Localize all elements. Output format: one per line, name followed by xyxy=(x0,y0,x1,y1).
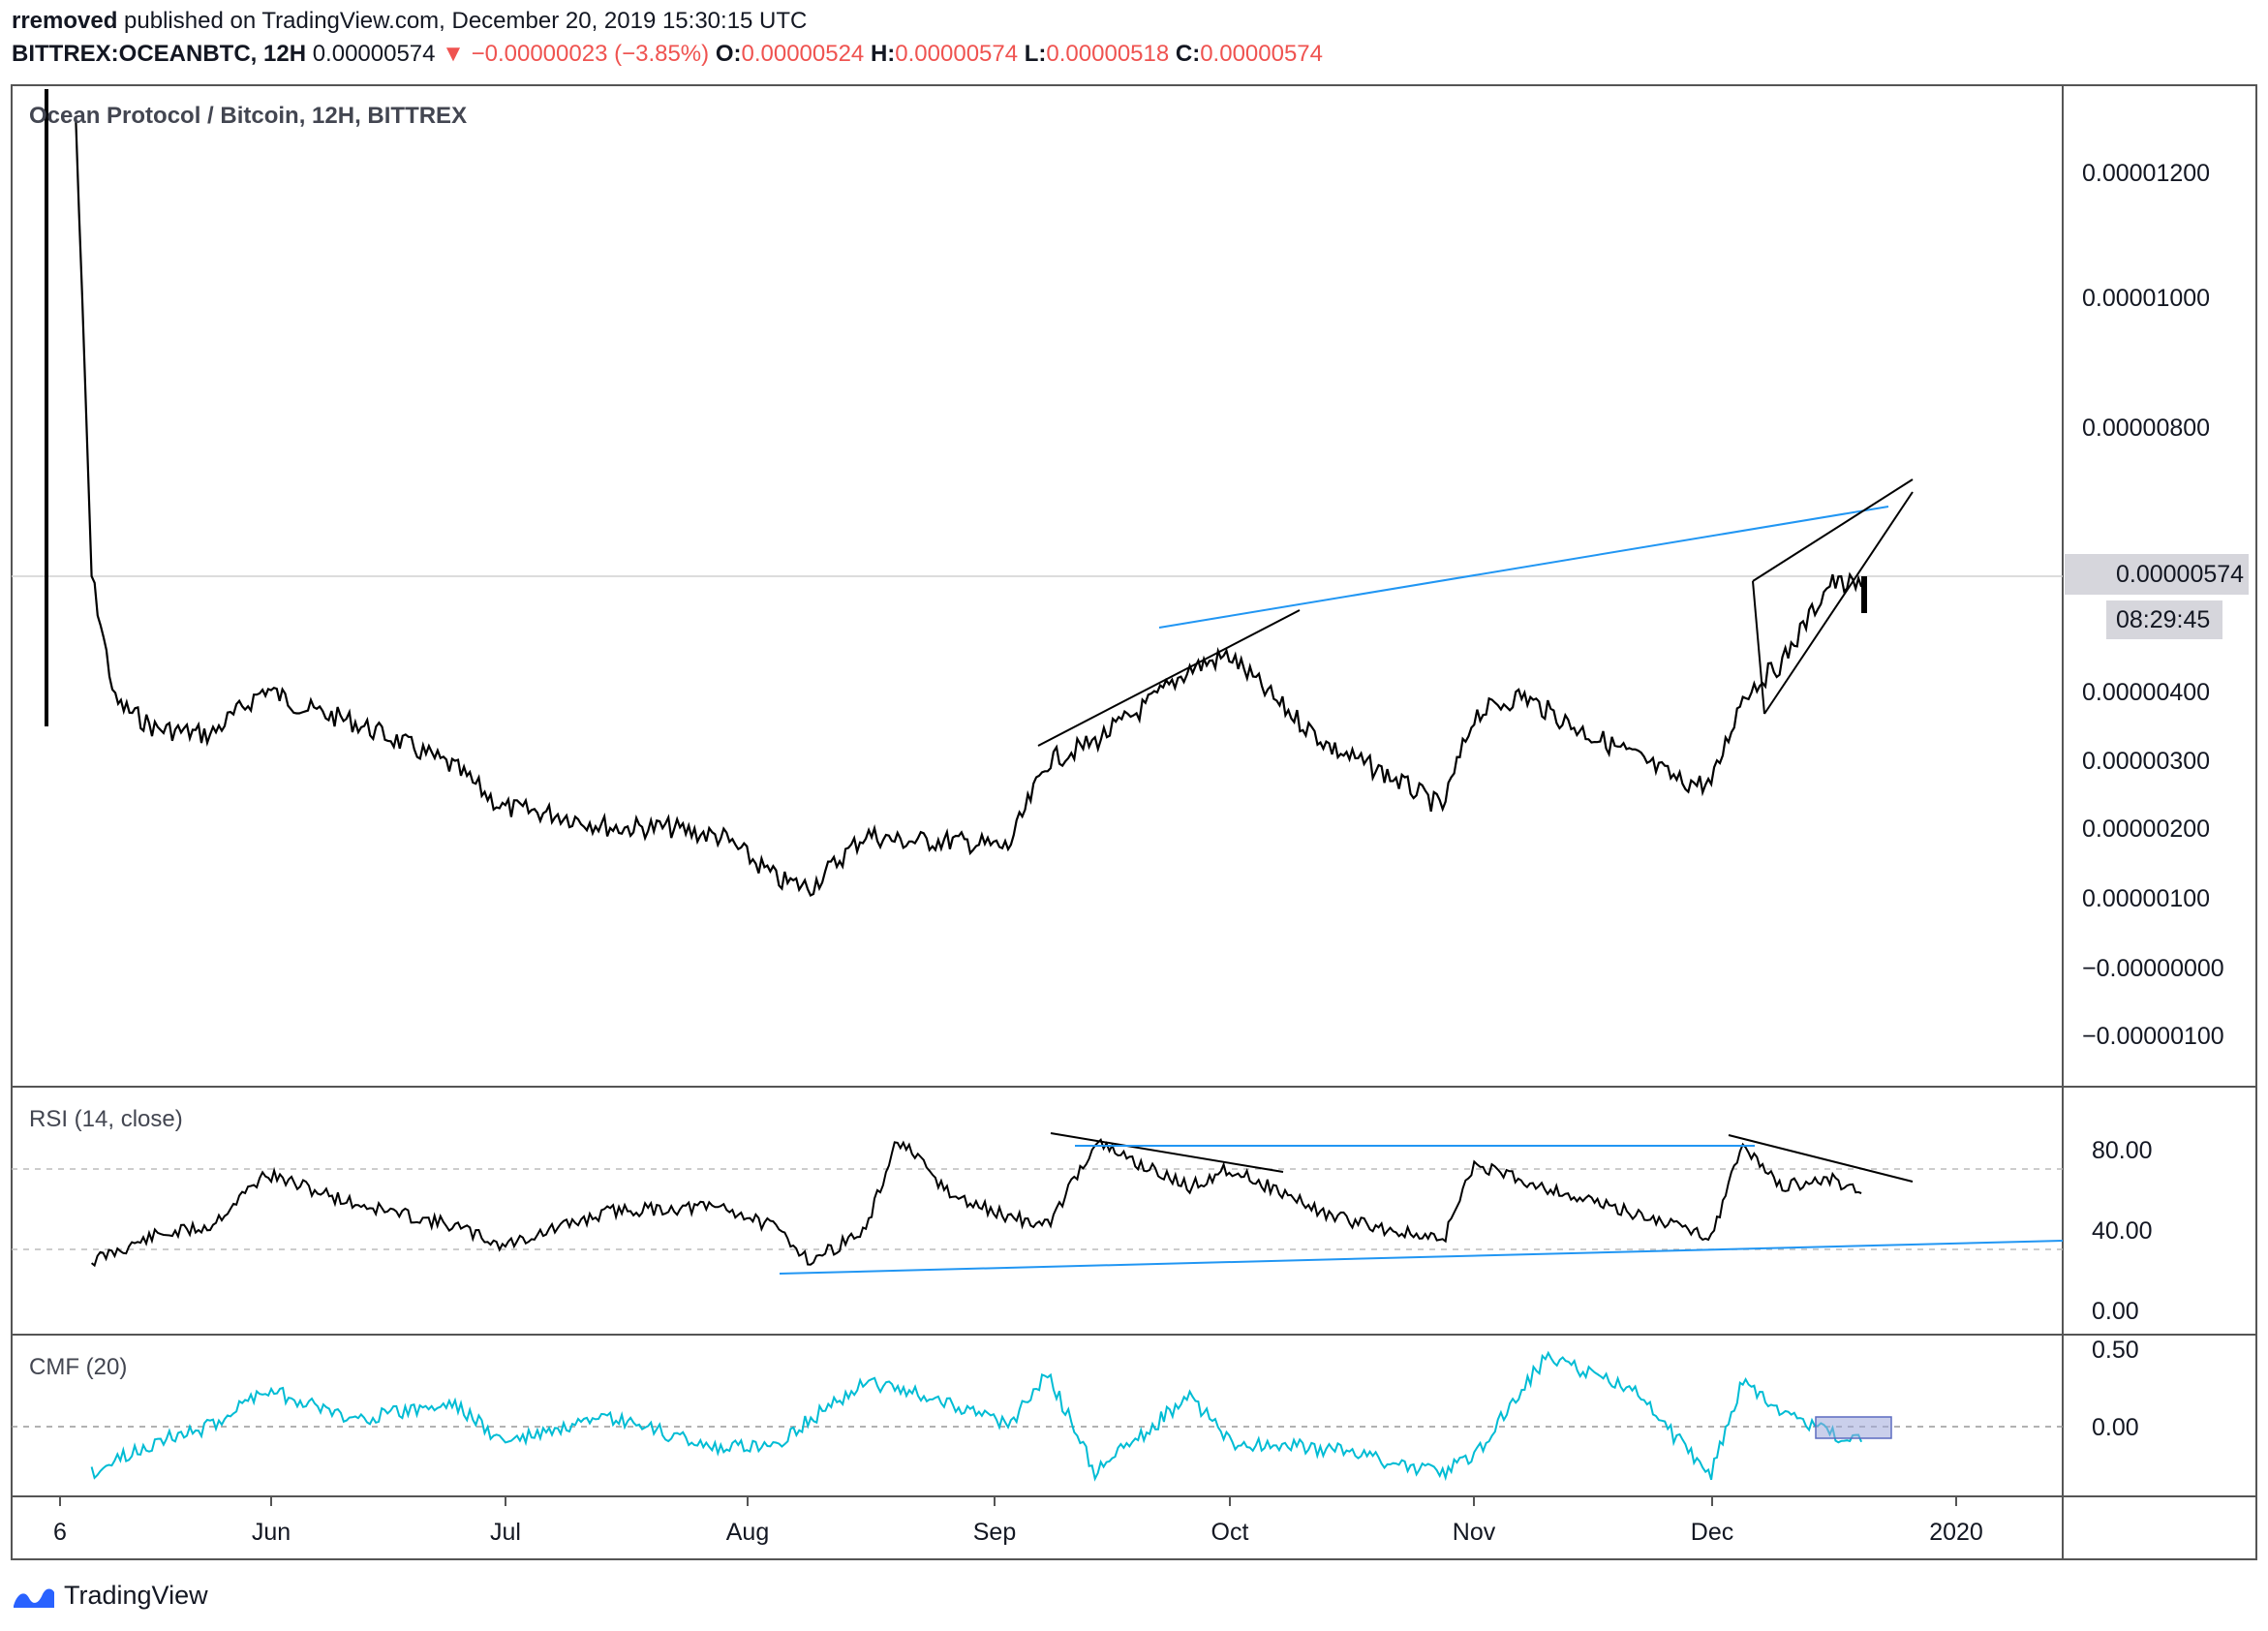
rsi-support-line xyxy=(779,1240,2064,1275)
ohlc-header: BITTREX:OCEANBTC, 12H 0.00000574 ▼ −0.00… xyxy=(12,41,1323,68)
time-tick: Dec xyxy=(1691,1519,1733,1546)
rsi-panel-title: RSI (14, close) xyxy=(29,1106,183,1132)
time-tick: Sep xyxy=(973,1519,1016,1546)
open-value: 0.00000524 xyxy=(741,41,865,67)
price-axis: 0.00001200 0.00001000 0.00000800 0.00000… xyxy=(2082,160,2224,1050)
author: rremoved xyxy=(12,8,118,34)
tick-label-price: −0.00000000 xyxy=(2082,955,2224,982)
open-label: O: xyxy=(715,41,742,67)
time-tick: Oct xyxy=(1211,1519,1249,1546)
rsi-series-group xyxy=(90,1137,1862,1268)
tick-label-price: 0.00000300 xyxy=(2082,748,2210,775)
time-tick: 2020 xyxy=(1929,1519,1983,1546)
close-value: 0.00000574 xyxy=(1200,41,1323,67)
cmf-highlight-box xyxy=(1815,1416,1892,1439)
change-value: −0.00000023 (−3.85%) xyxy=(471,41,710,67)
tick-label-price: 0.00000800 xyxy=(2082,415,2210,442)
wedge-upper xyxy=(1752,478,1914,582)
close-label: C: xyxy=(1175,41,1201,67)
rsi-trendline-dec xyxy=(1728,1134,1914,1183)
low-label: L: xyxy=(1024,41,1047,67)
rsi-tick-0: 0.00 xyxy=(2092,1298,2139,1325)
last-value: 0.00000574 xyxy=(312,41,436,67)
down-arrow-icon: ▼ xyxy=(442,41,465,67)
tick-label-price: 0.00000200 xyxy=(2082,816,2210,843)
last-candle xyxy=(1861,576,1867,613)
current-price-tag: 0.00000574 xyxy=(2116,561,2244,588)
rsi-tick-80: 80.00 xyxy=(2092,1137,2153,1164)
tick-label-price: 0.00000400 xyxy=(2082,679,2210,706)
brand-label: TradingView xyxy=(64,1581,208,1610)
high-value: 0.00000574 xyxy=(895,41,1019,67)
trendline-sep-oct xyxy=(1037,609,1301,747)
price-line xyxy=(75,119,1863,897)
tick-label-price: 0.00001200 xyxy=(2082,160,2210,187)
time-tick: Aug xyxy=(726,1519,769,1546)
symbol-label: BITTREX:OCEANBTC, 12H xyxy=(12,41,307,67)
time-tick: 6 xyxy=(53,1519,67,1546)
time-tick: Jul xyxy=(490,1519,521,1546)
cmf-tick-000: 0.00 xyxy=(2092,1414,2139,1441)
time-tick: Jun xyxy=(252,1519,291,1546)
tick-label-price: 0.00001000 xyxy=(2082,285,2210,312)
wedge-left-edge xyxy=(1752,580,1765,715)
low-value: 0.00000518 xyxy=(1046,41,1170,67)
rsi-line xyxy=(90,1137,1862,1268)
publish-info: rremoved published on TradingView.com, D… xyxy=(12,8,807,35)
tradingview-logo-icon xyxy=(14,1588,54,1608)
footer-brand[interactable]: TradingView xyxy=(12,1581,208,1611)
cmf-tick-050: 0.50 xyxy=(2092,1337,2139,1364)
rsi-tick-40: 40.00 xyxy=(2092,1217,2153,1245)
trendline-blue-main xyxy=(1158,506,1889,629)
rsi-trendline-sep xyxy=(1050,1132,1284,1173)
tick-label-price: 0.00000100 xyxy=(2082,885,2210,912)
cmf-line xyxy=(90,1350,1863,1482)
price-series-group xyxy=(45,89,1867,897)
cmf-series-group xyxy=(90,1350,1863,1482)
main-panel-title: Ocean Protocol / Bitcoin, 12H, BITTREX xyxy=(29,103,468,129)
wedge-lower xyxy=(1763,491,1914,715)
countdown-tag: 08:29:45 xyxy=(2116,606,2210,633)
time-tick: Nov xyxy=(1453,1519,1496,1546)
high-label: H: xyxy=(870,41,896,67)
cmf-panel-title: CMF (20) xyxy=(29,1354,128,1380)
publish-line: published on TradingView.com, December 2… xyxy=(117,8,808,34)
tick-label-price: −0.00000100 xyxy=(2082,1023,2224,1050)
